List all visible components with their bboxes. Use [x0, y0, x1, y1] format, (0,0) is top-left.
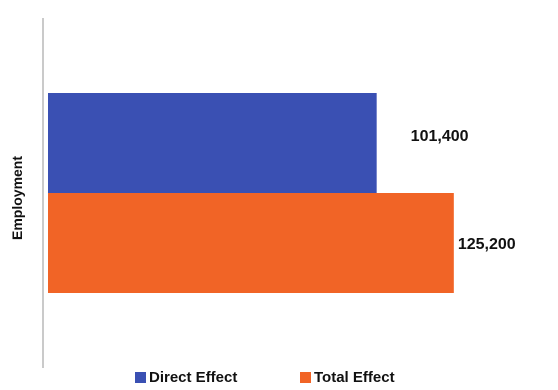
legend: Direct Effect Total Effect [135, 369, 395, 386]
bar-total-effect [48, 193, 454, 293]
legend-item-direct-effect: Direct Effect [135, 369, 237, 386]
legend-swatch-total-effect [300, 372, 311, 383]
data-label-total-effect: 125,200 [458, 236, 516, 253]
legend-label-direct-effect: Direct Effect [149, 369, 237, 386]
legend-label-total-effect: Total Effect [314, 369, 395, 386]
legend-swatch-direct-effect [135, 372, 146, 383]
axis-label-employment: Employment [9, 156, 25, 240]
legend-item-total-effect: Total Effect [300, 369, 395, 386]
value-labels-group: 101,400 125,200 [411, 128, 516, 253]
data-label-direct-effect: 101,400 [411, 128, 469, 145]
bars-group [48, 93, 454, 293]
bar-direct-effect [48, 93, 377, 193]
